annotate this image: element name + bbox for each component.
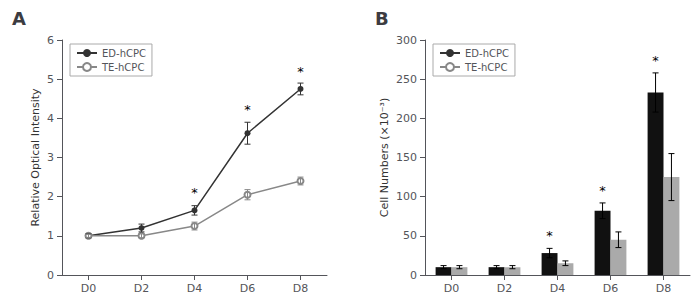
svg-text:2: 2	[47, 190, 54, 203]
svg-text:D0: D0	[81, 282, 96, 295]
svg-text:200: 200	[396, 112, 417, 125]
svg-text:D8: D8	[293, 282, 308, 295]
svg-text:*: *	[599, 183, 606, 198]
svg-text:Cell Numbers (×10⁻³): Cell Numbers (×10⁻³)	[378, 98, 391, 218]
svg-text:D4: D4	[187, 282, 202, 295]
svg-text:Relative Optical Intensity: Relative Optical Intensity	[29, 88, 42, 227]
svg-text:TE-hCPC: TE-hCPC	[101, 62, 144, 73]
svg-text:6: 6	[47, 34, 54, 47]
svg-text:*: *	[191, 185, 198, 200]
svg-text:5: 5	[47, 73, 54, 86]
svg-text:100: 100	[396, 190, 417, 203]
svg-text:D2: D2	[497, 282, 512, 295]
svg-text:150: 150	[396, 151, 417, 164]
svg-text:B: B	[375, 8, 389, 29]
svg-text:0: 0	[47, 269, 54, 282]
svg-text:TE-hCPC: TE-hCPC	[464, 62, 507, 73]
svg-text:4: 4	[47, 112, 54, 125]
svg-text:ED-hCPC: ED-hCPC	[465, 48, 509, 59]
svg-text:1: 1	[47, 229, 54, 242]
svg-text:*: *	[652, 53, 659, 68]
svg-text:D6: D6	[603, 282, 618, 295]
svg-text:250: 250	[396, 73, 417, 86]
svg-text:D8: D8	[656, 282, 671, 295]
svg-text:0: 0	[410, 269, 417, 282]
svg-text:3: 3	[47, 151, 54, 164]
svg-text:*: *	[244, 102, 251, 117]
svg-text:D6: D6	[240, 282, 255, 295]
svg-text:D2: D2	[134, 282, 149, 295]
svg-text:A: A	[12, 8, 26, 29]
svg-text:*: *	[297, 64, 304, 79]
svg-text:ED-hCPC: ED-hCPC	[102, 48, 146, 59]
svg-text:50: 50	[403, 229, 417, 242]
svg-text:D4: D4	[550, 282, 565, 295]
svg-text:*: *	[546, 228, 553, 243]
svg-text:D0: D0	[444, 282, 459, 295]
svg-text:300: 300	[396, 34, 417, 47]
